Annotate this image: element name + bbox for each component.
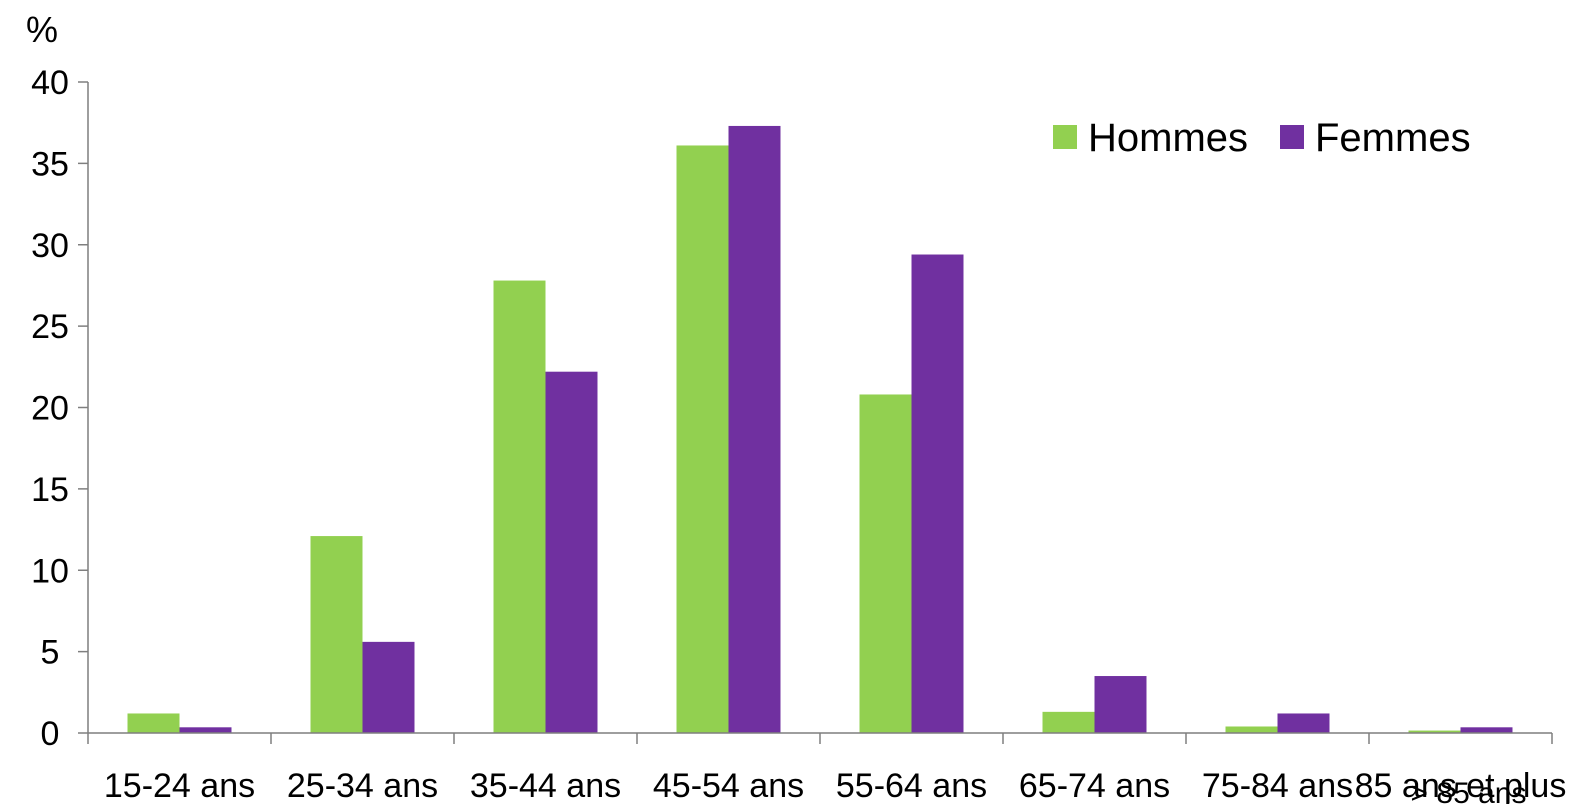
bars-group: [127, 125, 1513, 733]
y-tick-label: 40: [31, 64, 69, 102]
bar-hommes-1: [310, 536, 363, 733]
bar-hommes-4: [859, 394, 912, 733]
y-tick-label: 25: [31, 308, 69, 346]
bar-hommes-7: [1408, 730, 1461, 733]
y-axis-unit-label: %: [26, 9, 58, 50]
x-tick-label: 35-44 ans: [470, 767, 621, 805]
x-tick-label-overlap: > 85 ans: [1411, 777, 1527, 810]
x-tick-label: 25-34 ans: [287, 767, 438, 805]
bar-femmes-3: [728, 125, 781, 733]
y-tick-label: 30: [31, 227, 69, 265]
bar-femmes-5: [1094, 676, 1147, 733]
bar-femmes-7: [1460, 727, 1513, 733]
bar-femmes-1: [362, 641, 415, 733]
x-tick-label: 45-54 ans: [653, 767, 804, 805]
y-tick-label: 0: [41, 715, 60, 753]
bar-hommes-0: [127, 713, 180, 733]
x-tick-label: 65-74 ans: [1019, 767, 1170, 805]
x-tick-label: 15-24 ans: [104, 767, 255, 805]
legend-label-hommes: Hommes: [1088, 116, 1248, 160]
y-tick-label: 5: [41, 634, 60, 672]
legend: Hommes Femmes: [1053, 116, 1471, 160]
y-tick-label: 20: [31, 390, 69, 428]
bar-femmes-0: [179, 727, 232, 733]
y-tick-label: 10: [31, 552, 69, 590]
x-tick-label: 85 ans et plus: [1355, 767, 1567, 805]
legend-swatch-hommes: [1053, 125, 1077, 149]
bar-hommes-6: [1225, 726, 1278, 733]
x-tick-label: 55-64 ans: [836, 767, 987, 805]
legend-swatch-femmes: [1280, 125, 1304, 149]
y-tick-label: 35: [31, 145, 69, 183]
x-tick-label: 75-84 ans: [1202, 767, 1353, 805]
bar-femmes-6: [1277, 713, 1330, 733]
bar-hommes-2: [493, 280, 546, 733]
y-tick-label: 15: [31, 471, 69, 509]
bar-hommes-3: [676, 145, 729, 733]
bar-hommes-5: [1042, 711, 1095, 733]
bar-femmes-2: [545, 371, 598, 733]
axes-group: 0 5 10 15 20 25 30 35 40 15-24 ans 25-34 ans 35-44 …: [31, 64, 1566, 810]
bar-femmes-4: [911, 254, 964, 733]
legend-label-femmes: Femmes: [1315, 116, 1471, 160]
